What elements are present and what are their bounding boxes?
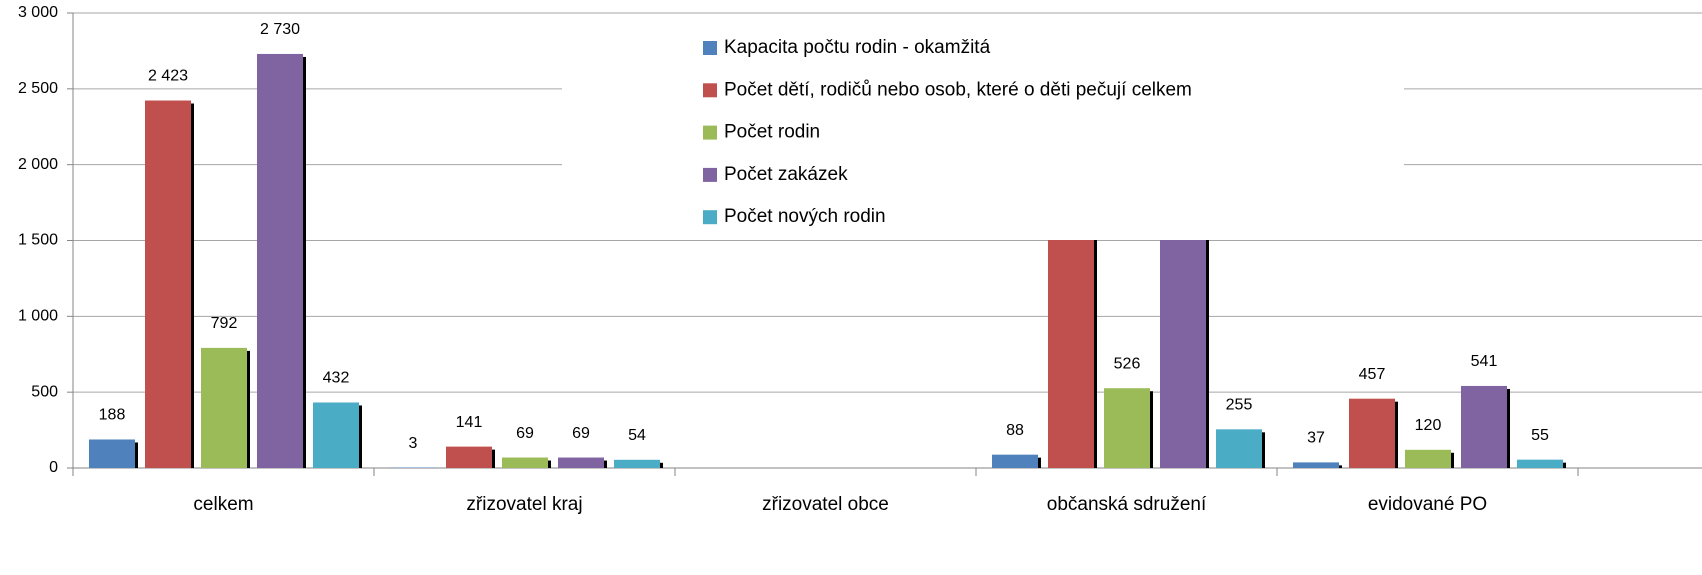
legend-swatch: [703, 167, 717, 182]
legend-label: Počet dětí, rodičů nebo osob, které o dě…: [724, 79, 1192, 100]
data-label: 255: [1226, 397, 1253, 414]
x-tick-label: zřizovatel obce: [762, 494, 889, 515]
data-label: 69: [516, 425, 534, 442]
data-label: 792: [211, 315, 238, 332]
legend-label: Kapacita počtu rodin - okamžitá: [724, 37, 991, 58]
bar: [313, 402, 359, 468]
data-label: 88: [1006, 422, 1024, 439]
bar: [1293, 462, 1339, 468]
data-label: 55: [1531, 427, 1549, 444]
bar: [201, 347, 247, 468]
bar: [446, 446, 492, 468]
bar: [502, 457, 548, 468]
data-label: 526: [1114, 355, 1141, 372]
data-label: 141: [456, 414, 483, 431]
legend-box: [562, 25, 1404, 240]
x-tick-label: celkem: [193, 494, 253, 515]
data-label: 120: [1415, 417, 1442, 434]
bar: [1349, 398, 1395, 468]
y-tick-label: 500: [31, 383, 58, 400]
bar: [992, 454, 1038, 468]
bar: [1405, 449, 1451, 468]
bar: [614, 459, 660, 468]
bar: [1461, 385, 1507, 468]
bar: [89, 439, 135, 468]
x-tick-label: evidované PO: [1368, 494, 1487, 515]
y-tick-label: 2 000: [18, 156, 58, 173]
bar: [558, 457, 604, 468]
legend-label: Počet nových rodin: [724, 206, 886, 227]
data-label: 54: [628, 427, 646, 444]
legend-label: Počet zakázek: [724, 164, 848, 185]
legend-label: Počet rodin: [724, 122, 820, 143]
x-tick-label: zřizovatel kraj: [466, 494, 582, 515]
bar: [1104, 388, 1150, 468]
bar: [1216, 429, 1262, 468]
y-tick-label: 1 000: [18, 308, 58, 325]
data-label: 188: [99, 407, 126, 424]
y-tick-label: 0: [49, 459, 58, 476]
bar: [257, 53, 303, 468]
y-tick-label: 2 500: [18, 80, 58, 97]
x-tick-label: občanská sdružení: [1047, 494, 1207, 515]
data-label: 432: [323, 370, 350, 387]
data-label: 2 423: [148, 68, 188, 85]
data-label: 37: [1307, 430, 1325, 447]
data-label: 69: [572, 425, 590, 442]
bar: [1517, 459, 1563, 468]
bar: [145, 100, 191, 469]
legend-swatch: [703, 125, 717, 140]
data-label: 3: [409, 435, 418, 452]
bar: [1048, 232, 1094, 468]
legend-swatch: [703, 210, 717, 225]
y-tick-label: 1 500: [18, 232, 58, 249]
data-label: 2 730: [260, 21, 300, 38]
legend-swatch: [703, 41, 717, 55]
data-label: 457: [1359, 366, 1386, 383]
legend-swatch: [703, 83, 717, 98]
data-label: 541: [1471, 353, 1498, 370]
y-tick-label: 3 000: [18, 4, 58, 21]
